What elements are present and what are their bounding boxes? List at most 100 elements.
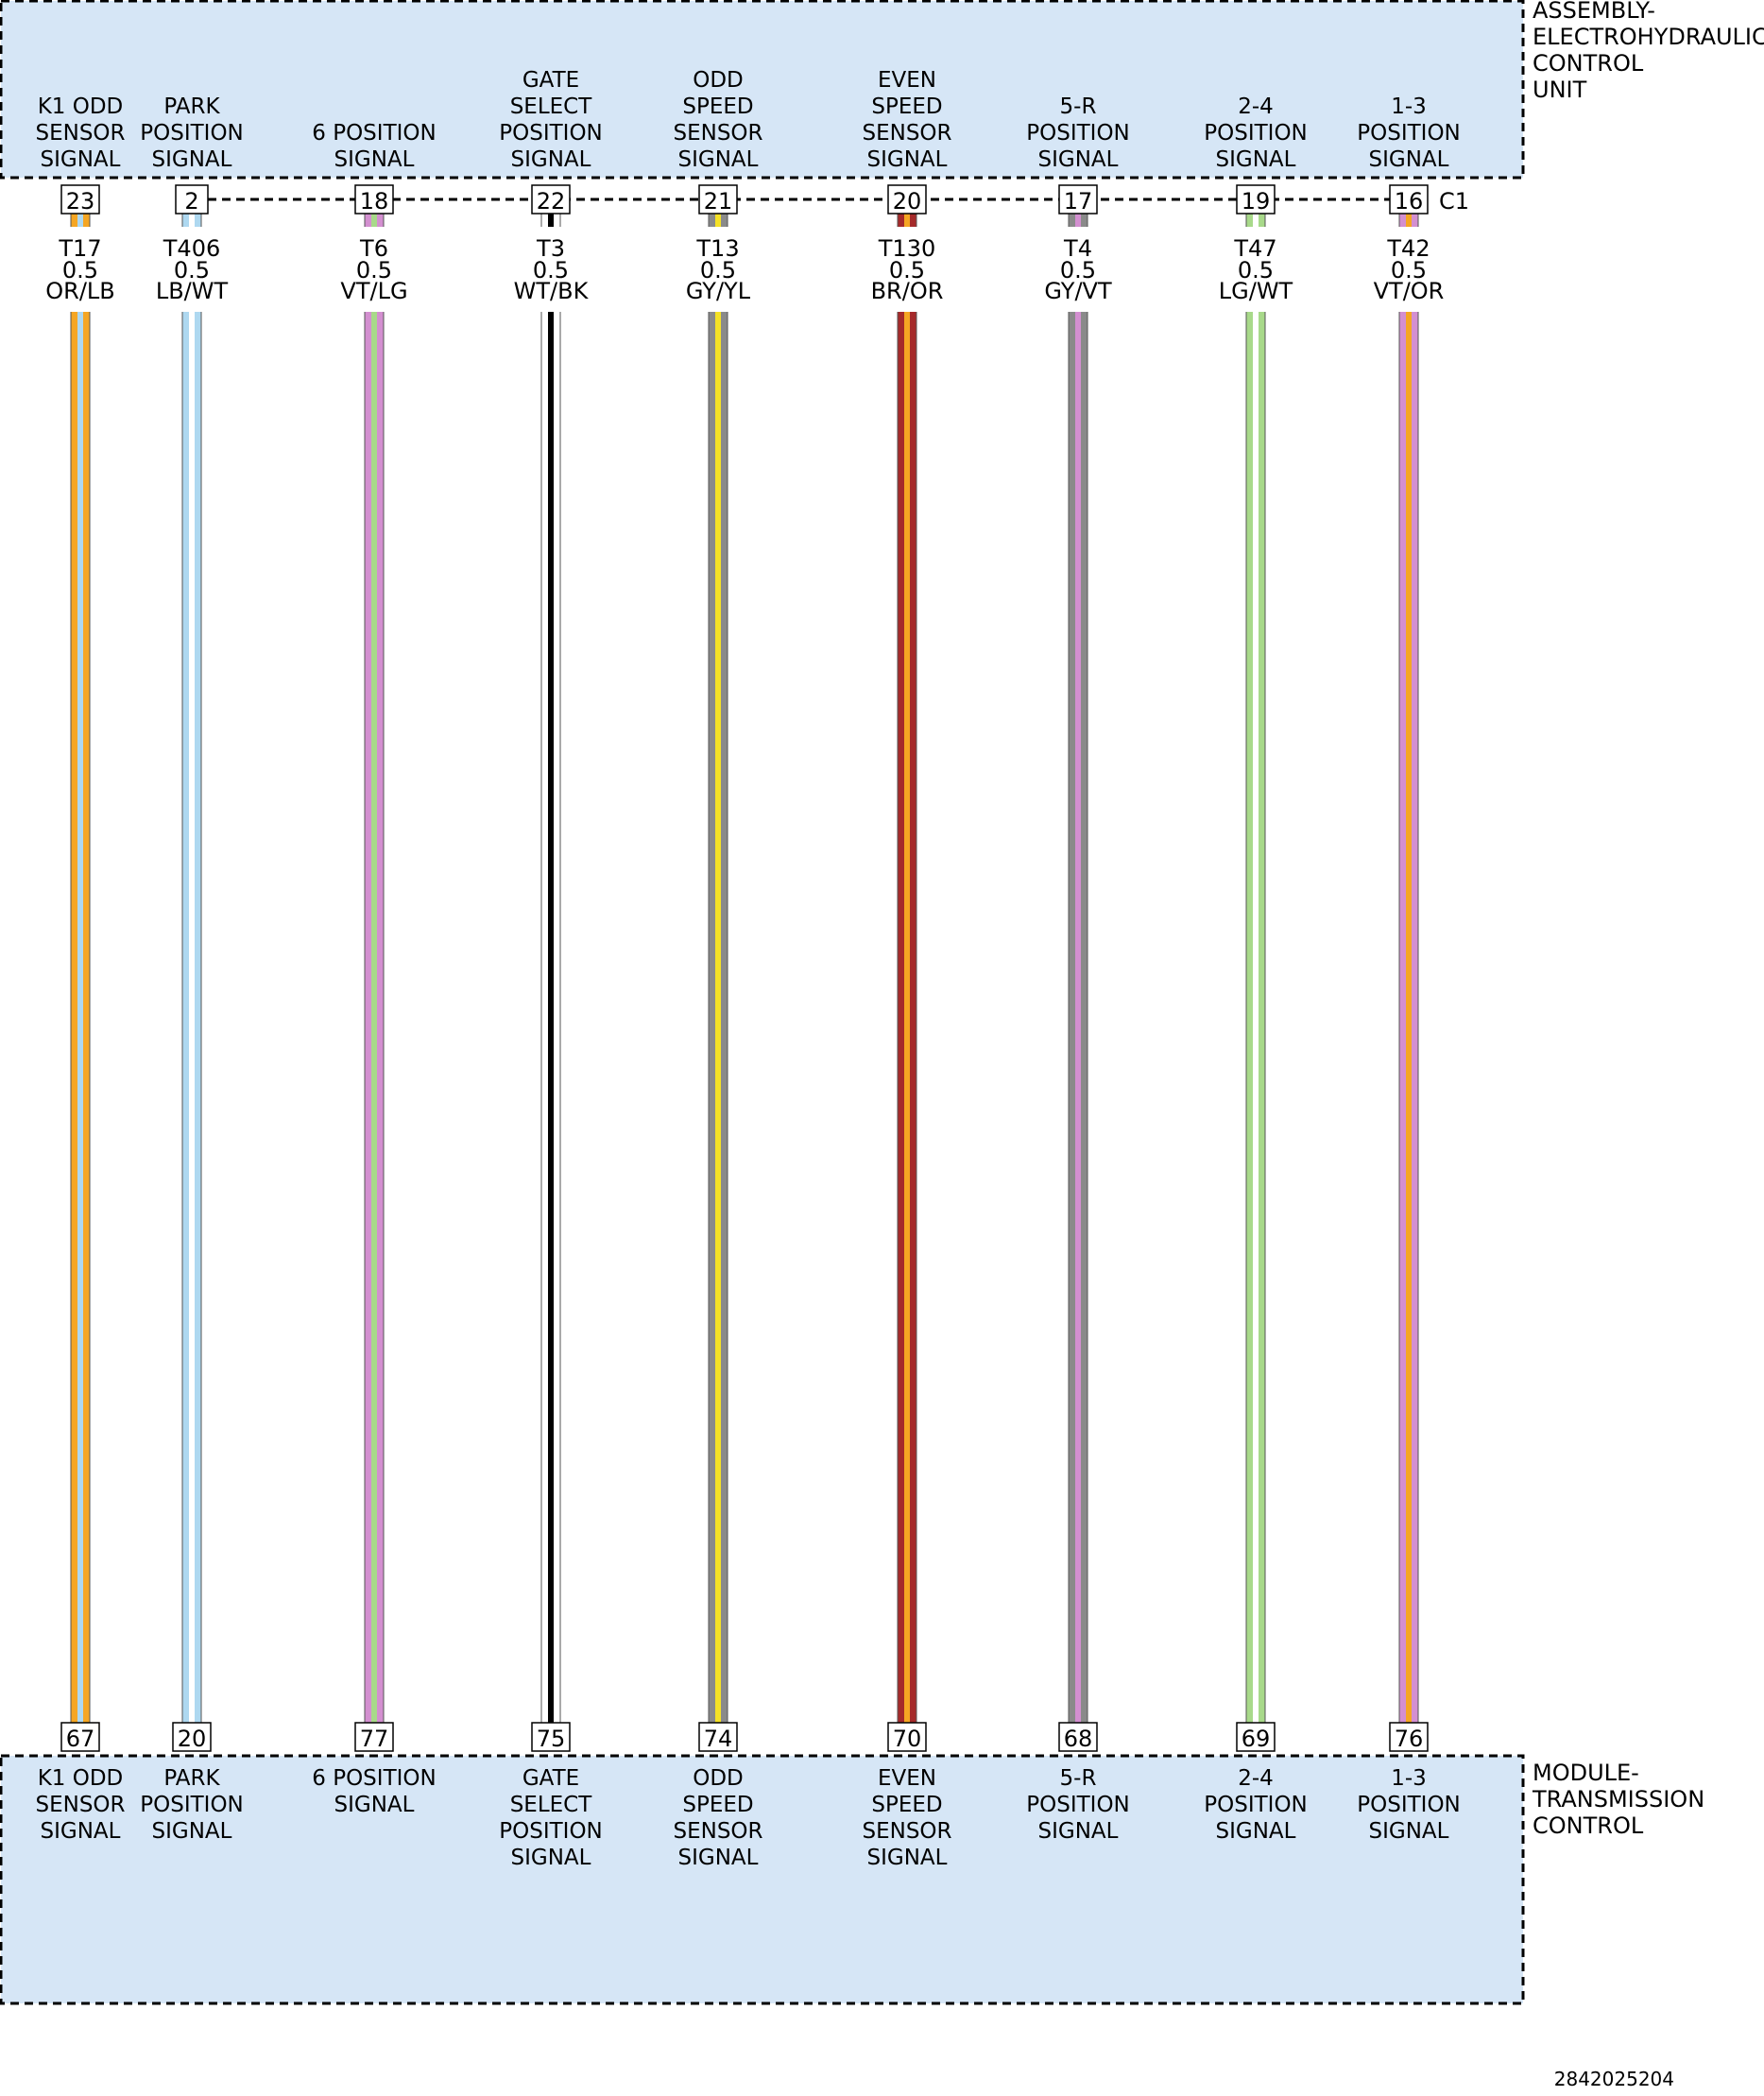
label-mask [1333,227,1484,312]
top-pin-number: 22 [537,188,566,215]
wire-gauge: 0.5 [174,257,210,283]
top-pin-number: 2 [184,188,198,215]
top-signal-label: SIGNAL [1038,147,1119,172]
wire-gauge: 0.5 [1060,257,1096,283]
wire-circuit: T4 [1063,235,1092,262]
top-pin-number: 20 [893,188,922,215]
top-signal-label: SENSOR [862,121,951,146]
wire-w9: 1-3POSITIONSIGNALT420.5VT/OR16761-3POSIT… [1333,94,1484,1844]
bottom-pin-number: 77 [360,1726,389,1752]
wire-circuit: T406 [163,235,220,262]
top-signal-label: POSITION [140,121,244,146]
top-signal-label: SIGNAL [867,147,948,172]
top-signal-label: POSITION [1204,121,1308,146]
wire-circuit: T3 [536,235,565,262]
wire-gauge: 0.5 [62,257,98,283]
bottom-pin-number: 76 [1395,1726,1424,1752]
connector-label: C1 [1439,188,1469,215]
top-pin-box [1058,184,1098,215]
bottom-signal-label: POSITION [140,1793,244,1817]
wire-gauge: 0.5 [356,257,392,283]
top-signal-label: SIGNAL [152,147,232,172]
bottom-pin-box [531,1722,571,1752]
bottom-signal-label: SIGNAL [1216,1819,1296,1844]
wire-stripe-color [189,186,195,1732]
top-signal-label: 1-3 [1391,94,1427,119]
label-mask [642,227,794,312]
bottom-signal-label: SPEED [682,1793,753,1817]
label-mask [831,227,983,312]
label-mask [116,227,267,312]
top-pin-box [60,184,100,215]
wire-stripe-color [548,186,554,1732]
top-signal-label: 5-R [1060,94,1097,119]
bottom-pin-number: 74 [704,1726,733,1752]
top-signal-label: SIGNAL [1369,147,1449,172]
top-component-name-line: ELECTROHYDRAULIC [1533,24,1764,50]
bottom-signal-label: SPEED [871,1793,942,1817]
top-signal-label: GATE [522,68,579,93]
bottom-pin-box [60,1722,100,1752]
bottom-signal-label: POSITION [1204,1793,1308,1817]
top-signal-label: K1 ODD [38,94,124,119]
bottom-signal-label: SIGNAL [41,1819,121,1844]
bottom-signal-label: SIGNAL [511,1846,591,1870]
bottom-signal-label: 1-3 [1391,1766,1427,1791]
bottom-signal-label: SENSOR [862,1819,951,1844]
top-signal-label: POSITION [499,121,603,146]
bottom-signal-label: 5-R [1060,1766,1097,1791]
wire-w2: PARKPOSITIONSIGNALT4060.5LB/WT220PARKPOS… [116,94,267,1844]
top-pin-number: 21 [704,188,733,215]
wire-color-code: WT/BK [514,278,590,304]
top-signal-label: ODD [693,68,744,93]
top-component-name-line: ASSEMBLY- [1533,0,1655,24]
top-pin-box [1236,184,1276,215]
bottom-component-name-line: MODULE- [1533,1760,1639,1786]
bottom-pin-box [1389,1722,1429,1752]
wire-w4: GATESELECTPOSITIONSIGNALT30.5WT/BK2275GA… [475,68,626,1870]
top-component-name-line: CONTROL [1533,50,1644,77]
wire-color-code: BR/OR [871,278,944,304]
wire-stripe-color [1406,186,1412,1732]
wire-color-code: LB/WT [156,278,229,304]
top-pin-number: 19 [1242,188,1271,215]
wire-circuit: T47 [1233,235,1276,262]
bottom-signal-label: GATE [522,1766,579,1791]
wire-gauge: 0.5 [1391,257,1427,283]
bottom-component-name-line: TRANSMISSION [1532,1786,1704,1813]
label-mask [1002,227,1154,312]
top-signal-label: SIGNAL [1216,147,1296,172]
top-pin-box [531,184,571,215]
bottom-signal-label: K1 ODD [38,1766,124,1791]
top-signal-label: POSITION [1026,121,1130,146]
wire-circuit: T6 [359,235,388,262]
wire-circuit: T17 [58,235,101,262]
top-pin-box [354,184,394,215]
top-signal-label: SELECT [510,94,593,119]
top-component-name-line: UNIT [1533,77,1587,103]
top-pin-number: 17 [1064,188,1093,215]
top-pin-box [887,184,927,215]
top-signal-label: 2-4 [1238,94,1274,119]
top-signal-label: SIGNAL [334,147,415,172]
bottom-pin-box [698,1722,738,1752]
wire-gauge: 0.5 [1238,257,1274,283]
bottom-pin-number: 68 [1064,1726,1093,1752]
bottom-pin-box [172,1722,212,1752]
top-signal-label: SENSOR [673,121,762,146]
bottom-signal-label: EVEN [878,1766,936,1791]
bottom-pin-number: 20 [178,1726,207,1752]
bottom-signal-label: SIGNAL [867,1846,948,1870]
bottom-signal-label: SIGNAL [1369,1819,1449,1844]
wire-gauge: 0.5 [700,257,736,283]
label-mask [1180,227,1331,312]
top-signal-label: SIGNAL [678,147,759,172]
top-pin-box [1389,184,1429,215]
figure-id: 2842025204 [1554,2068,1674,2090]
bottom-component-box [0,1754,1525,2005]
